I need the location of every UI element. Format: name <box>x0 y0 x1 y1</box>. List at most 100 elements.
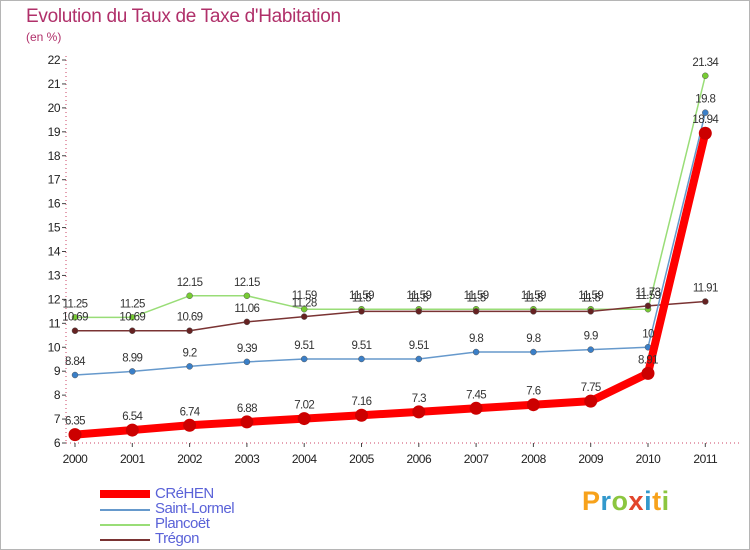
y-tick-label: 11 <box>49 316 61 330</box>
data-label: 19.8 <box>695 94 715 106</box>
data-point <box>469 401 483 415</box>
data-point <box>355 408 368 422</box>
legend-item-crehen[interactable]: CRéHEN <box>100 485 320 502</box>
data-point <box>702 298 709 305</box>
y-tick-label: 17 <box>48 173 61 187</box>
data-point <box>71 371 79 379</box>
data-label: 7.3 <box>412 393 426 405</box>
series-line <box>74 300 707 332</box>
series-group <box>68 72 712 442</box>
y-tick-label: 14 <box>48 245 61 259</box>
data-label: 10.69 <box>62 312 88 324</box>
data-label: 11.5 <box>581 292 600 304</box>
logo-letter: x <box>628 486 645 516</box>
legend-item-tregon[interactable]: Trégon <box>100 530 320 547</box>
data-label: 6.54 <box>122 411 143 423</box>
data-point <box>358 355 365 363</box>
y-tick-label: 21 <box>48 77 61 91</box>
data-point <box>300 355 308 363</box>
data-point <box>243 292 251 300</box>
x-tick-label: 2004 <box>292 452 318 466</box>
data-label: 8.84 <box>65 356 86 368</box>
data-point <box>415 308 423 315</box>
legend-swatch <box>100 490 150 498</box>
unit-label: (en %) <box>26 30 62 44</box>
y-tick-label: 22 <box>48 53 61 67</box>
logo-letter: i <box>644 486 653 516</box>
data-label: 7.16 <box>352 396 372 408</box>
data-label: 7.45 <box>466 389 486 401</box>
y-tick-label: 12 <box>48 292 61 306</box>
data-label: 9.8 <box>469 333 483 345</box>
data-label: 11.73 <box>636 287 661 299</box>
data-point <box>68 428 82 442</box>
data-label: 11.59 <box>636 290 661 302</box>
data-label: 11.5 <box>467 292 486 304</box>
data-point <box>71 314 79 321</box>
y-tick-label: 19 <box>48 125 61 139</box>
data-point <box>587 308 594 315</box>
data-point <box>300 313 308 320</box>
data-point <box>472 348 480 356</box>
legend-item-plancoet[interactable]: Plancoët <box>100 515 320 532</box>
x-tick-label: 2000 <box>63 452 89 466</box>
data-label: 11.59 <box>521 290 546 302</box>
proxiti-logo: Proxiti <box>582 486 670 517</box>
data-point <box>698 126 712 140</box>
data-point <box>641 366 655 380</box>
data-point <box>243 358 251 366</box>
data-label: 11.59 <box>578 290 603 302</box>
data-label: 11.59 <box>292 290 317 302</box>
logo-letter: o <box>611 486 629 516</box>
data-label: 11.91 <box>693 283 718 295</box>
data-label: 9.9 <box>584 331 598 343</box>
logo-letter: t <box>652 486 662 516</box>
legend-swatch <box>100 539 150 541</box>
logo-letter: i <box>661 486 670 516</box>
data-label: 8.91 <box>638 354 658 366</box>
data-label: 6.74 <box>180 406 201 418</box>
x-tick-label: 2003 <box>235 452 261 466</box>
legend-swatch <box>100 524 150 526</box>
legend-label: Trégon <box>155 530 199 547</box>
data-label: 11.5 <box>409 292 428 304</box>
y-tick-label: 7 <box>54 412 61 426</box>
x-tick-label: 2009 <box>578 452 604 466</box>
data-point <box>472 308 480 315</box>
data-point <box>240 415 254 429</box>
data-label: 10 <box>642 328 654 340</box>
data-point <box>415 355 423 363</box>
data-point <box>297 412 311 426</box>
data-point <box>125 423 139 437</box>
series-line <box>74 111 707 376</box>
series-line <box>71 129 710 439</box>
legend-label: CRéHEN <box>155 485 214 502</box>
data-point <box>71 327 79 334</box>
data-label: 9.51 <box>409 340 429 352</box>
data-point <box>702 72 709 80</box>
y-tick-label: 15 <box>48 221 61 235</box>
x-tick-label: 2011 <box>693 452 718 466</box>
data-label: 7.6 <box>526 386 540 398</box>
data-point <box>526 398 540 412</box>
chart-title: Evolution du Taux de Taxe d'Habitation <box>26 6 341 27</box>
x-tick-label: 2001 <box>120 452 146 466</box>
y-tick-label: 20 <box>48 101 61 115</box>
axes: 6 7 8 9 10 11 12 13 14 15 16 17 18 19 20 21 22 2000 2001 20… <box>48 53 740 466</box>
y-tick-label: 10 <box>48 340 61 354</box>
data-point <box>300 305 308 313</box>
data-label: 21.34 <box>692 57 719 69</box>
legend: CRéHEN Saint-Lormel Plancoët Trégon <box>100 485 320 547</box>
legend-label: Plancoët <box>155 515 210 532</box>
logo-letter: P <box>582 486 601 516</box>
data-label: 12.15 <box>177 277 203 289</box>
data-point <box>358 308 365 315</box>
data-label: 9.39 <box>237 343 257 355</box>
y-tick-label: 16 <box>48 197 61 211</box>
x-tick-label: 2006 <box>406 452 432 466</box>
x-tick-label: 2007 <box>464 452 490 466</box>
legend-item-saint-lormel[interactable]: Saint-Lormel <box>100 500 320 517</box>
y-tick-label: 13 <box>48 268 61 282</box>
data-point <box>183 418 197 432</box>
